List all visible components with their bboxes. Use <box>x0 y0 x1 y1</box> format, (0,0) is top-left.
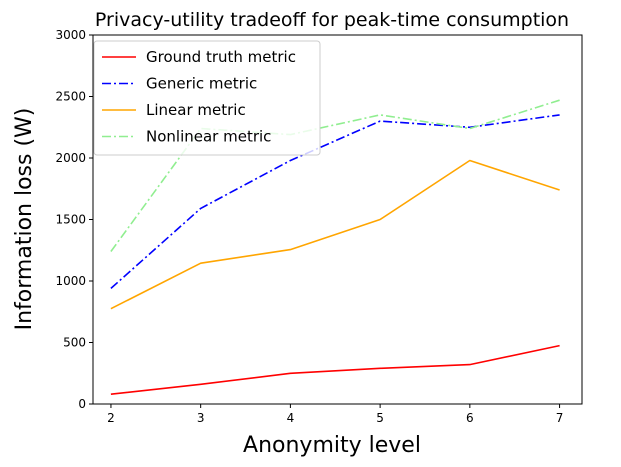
y-tick-label: 1500 <box>55 213 86 227</box>
chart-title: Privacy-utility tradeoff for peak-time c… <box>95 9 569 31</box>
y-tick-label: 2500 <box>55 90 86 104</box>
legend-label: Ground truth metric <box>146 48 296 66</box>
legend-label: Nonlinear metric <box>146 128 271 146</box>
legend: Ground truth metric Generic metric Linear … <box>93 40 321 156</box>
y-tick-label: 500 <box>63 336 86 350</box>
x-tick-label: 4 <box>287 411 295 425</box>
x-tick-label: 3 <box>197 411 205 425</box>
x-tick-label: 7 <box>556 411 564 425</box>
series-line-3 <box>110 159 560 310</box>
x-axis-title: Anonymity level <box>243 433 421 458</box>
y-axis-title: Information loss (W) <box>12 108 37 331</box>
y-tick-label: 2000 <box>55 151 86 165</box>
x-tick-label: 5 <box>376 411 384 425</box>
x-tick-label: 2 <box>107 411 115 425</box>
y-axis: 0 500 1000 1500 2000 2500 3000 <box>55 28 93 411</box>
series-line-1 <box>110 344 560 395</box>
y-tick-label: 0 <box>78 397 86 411</box>
x-axis: 2 3 4 5 6 7 <box>107 404 563 425</box>
y-tick-label: 1000 <box>55 274 86 288</box>
x-tick-label: 6 <box>466 411 474 425</box>
y-tick-label: 3000 <box>55 28 86 42</box>
legend-label: Linear metric <box>146 101 246 119</box>
legend-label: Generic metric <box>146 75 257 93</box>
legend-box <box>93 40 321 156</box>
